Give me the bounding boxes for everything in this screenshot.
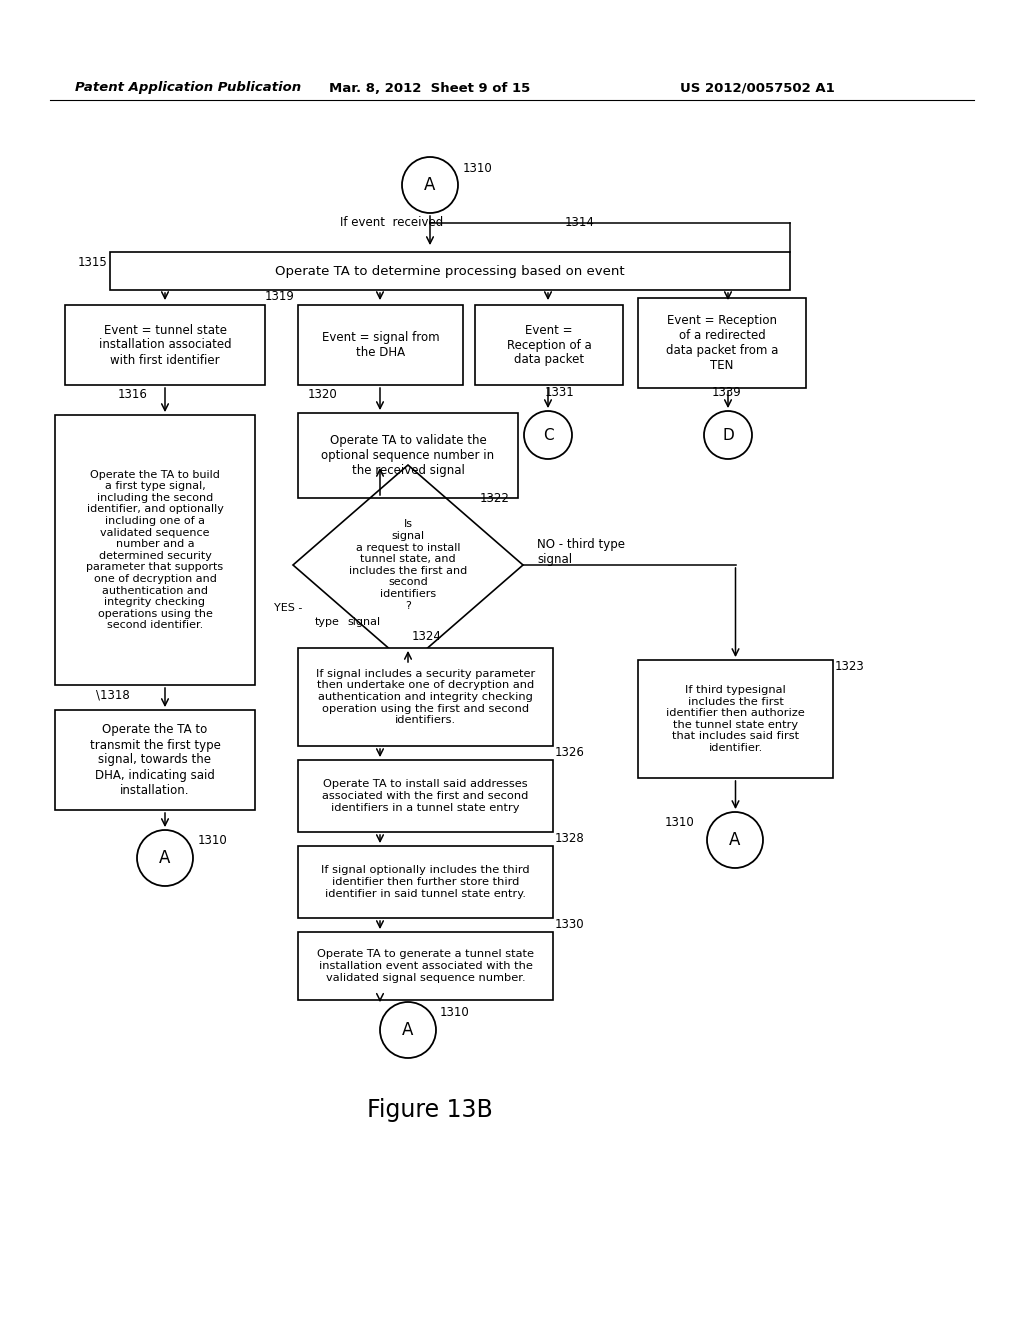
Text: Operate the TA to build
a first type signal,
including the second
identifier, an: Operate the TA to build a first type sig… bbox=[86, 470, 223, 631]
Text: If event  received: If event received bbox=[340, 216, 443, 230]
Text: If signal optionally includes the third
identifier then further store third
iden: If signal optionally includes the third … bbox=[322, 866, 529, 899]
Text: signal: signal bbox=[347, 616, 380, 627]
FancyBboxPatch shape bbox=[475, 305, 623, 385]
Text: 1310: 1310 bbox=[198, 833, 227, 846]
Text: 1326: 1326 bbox=[555, 746, 585, 759]
FancyBboxPatch shape bbox=[298, 648, 553, 746]
Text: 1323: 1323 bbox=[835, 660, 864, 673]
Text: D: D bbox=[722, 428, 734, 442]
Text: YES -: YES - bbox=[273, 603, 302, 612]
Text: 1310: 1310 bbox=[665, 817, 694, 829]
Text: Is
signal
a request to install
tunnel state, and
includes the first and
second
i: Is signal a request to install tunnel st… bbox=[349, 519, 467, 611]
Text: 1310: 1310 bbox=[463, 161, 493, 174]
Text: Operate TA to install said addresses
associated with the first and second
identi: Operate TA to install said addresses ass… bbox=[323, 779, 528, 813]
FancyBboxPatch shape bbox=[298, 760, 553, 832]
FancyBboxPatch shape bbox=[638, 660, 833, 777]
Text: C: C bbox=[543, 428, 553, 442]
Text: Event = Reception
of a redirected
data packet from a
TEN: Event = Reception of a redirected data p… bbox=[666, 314, 778, 372]
Text: A: A bbox=[424, 176, 435, 194]
FancyBboxPatch shape bbox=[298, 305, 463, 385]
FancyBboxPatch shape bbox=[55, 710, 255, 810]
Text: 1339: 1339 bbox=[712, 387, 741, 400]
Text: A: A bbox=[160, 849, 171, 867]
Text: Operate TA to generate a tunnel state
installation event associated with the
val: Operate TA to generate a tunnel state in… bbox=[317, 949, 534, 982]
FancyBboxPatch shape bbox=[298, 846, 553, 917]
Text: US 2012/0057502 A1: US 2012/0057502 A1 bbox=[680, 82, 835, 95]
FancyBboxPatch shape bbox=[298, 413, 518, 498]
Text: Mar. 8, 2012  Sheet 9 of 15: Mar. 8, 2012 Sheet 9 of 15 bbox=[330, 82, 530, 95]
Text: If third typesignal
includes the first
identifier then authorize
the tunnel stat: If third typesignal includes the first i… bbox=[667, 685, 805, 752]
Text: 1315: 1315 bbox=[77, 256, 106, 268]
Text: 1314: 1314 bbox=[565, 216, 595, 230]
Text: A: A bbox=[729, 832, 740, 849]
Text: Event =
Reception of a
data packet: Event = Reception of a data packet bbox=[507, 323, 592, 367]
Text: 1330: 1330 bbox=[555, 917, 585, 931]
Text: Event = signal from
the DHA: Event = signal from the DHA bbox=[322, 331, 439, 359]
Text: Operate the TA to
transmit the first type
signal, towards the
DHA, indicating sa: Operate the TA to transmit the first typ… bbox=[89, 723, 220, 796]
Text: 1328: 1328 bbox=[555, 832, 585, 845]
Text: Patent Application Publication: Patent Application Publication bbox=[75, 82, 301, 95]
Text: 1322: 1322 bbox=[480, 491, 510, 504]
Text: Operate TA to validate the
optional sequence number in
the received signal: Operate TA to validate the optional sequ… bbox=[322, 434, 495, 477]
Text: type: type bbox=[315, 616, 340, 627]
Text: 1320: 1320 bbox=[308, 388, 338, 401]
Text: A: A bbox=[402, 1020, 414, 1039]
FancyBboxPatch shape bbox=[298, 932, 553, 1001]
Text: \1318: \1318 bbox=[96, 689, 130, 701]
Text: If signal includes a security parameter
then undertake one of decryption and
aut: If signal includes a security parameter … bbox=[315, 669, 536, 725]
Text: Figure 13B: Figure 13B bbox=[368, 1098, 493, 1122]
Text: 1319: 1319 bbox=[265, 290, 295, 304]
Text: 1324: 1324 bbox=[412, 631, 442, 644]
FancyBboxPatch shape bbox=[65, 305, 265, 385]
Text: NO - third type
signal: NO - third type signal bbox=[537, 539, 625, 566]
Text: 1331: 1331 bbox=[545, 387, 574, 400]
Text: Event = tunnel state
installation associated
with first identifier: Event = tunnel state installation associ… bbox=[98, 323, 231, 367]
FancyBboxPatch shape bbox=[55, 414, 255, 685]
Text: 1316: 1316 bbox=[118, 388, 148, 401]
Text: 1310: 1310 bbox=[440, 1006, 470, 1019]
Text: Operate TA to determine processing based on event: Operate TA to determine processing based… bbox=[275, 264, 625, 277]
FancyBboxPatch shape bbox=[638, 298, 806, 388]
FancyBboxPatch shape bbox=[110, 252, 790, 290]
